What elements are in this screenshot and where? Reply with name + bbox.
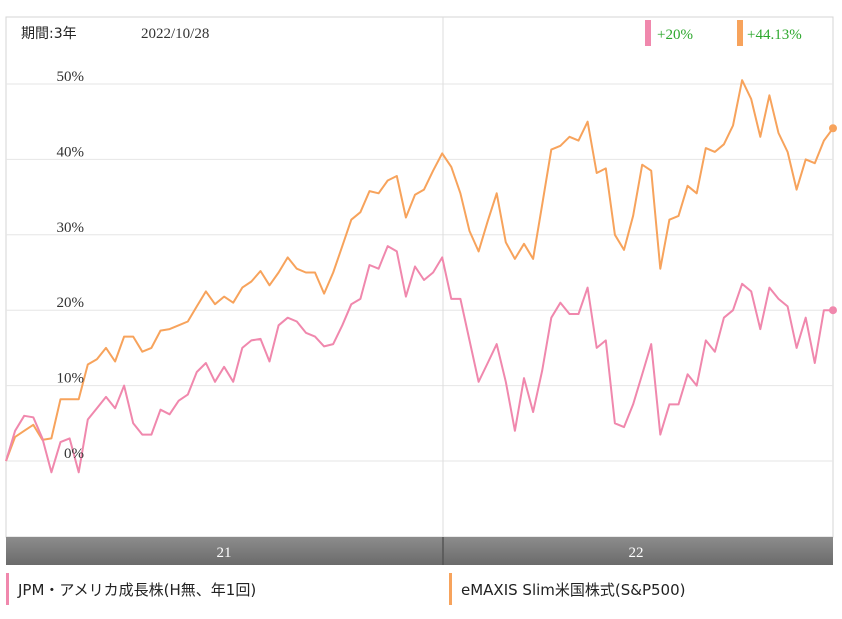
legend-item-jpm: JPM・アメリカ成長株(H無、年1回) (6, 573, 256, 605)
y-tick-label: 10% (57, 371, 85, 387)
legend-label: JPM・アメリカ成長株(H無、年1回) (18, 580, 257, 599)
y-tick-label: 40% (57, 144, 85, 160)
series-group (5, 79, 837, 474)
badge-swatch-pink (645, 20, 651, 46)
period-label: 期間:3年 (21, 26, 77, 42)
y-tick-label: 0% (64, 446, 84, 462)
legend-swatch-pink (6, 573, 9, 605)
y-tick-label: 20% (57, 295, 85, 311)
legend-swatch-orange (449, 573, 452, 605)
legend-label: eMAXIS Slim米国株式(S&P500) (461, 580, 686, 599)
badge-value-orange: +44.13% (747, 27, 802, 43)
x-tick-label: 22 (629, 545, 644, 561)
badge-value-pink: +20% (657, 27, 693, 43)
badge-swatch-orange (737, 20, 743, 46)
x-axis-bar (6, 537, 833, 565)
y-tick-label: 30% (57, 220, 85, 236)
series-end-marker (829, 306, 837, 315)
y-tick-label: 50% (57, 69, 85, 85)
plot-frame (5, 16, 834, 538)
y-axis-ticks: 0% 10% 20% 30% 40% 50% (57, 69, 85, 462)
series-end-marker (829, 124, 837, 133)
grid (6, 83, 833, 462)
date-label: 2022/10/28 (141, 26, 209, 42)
series-line (5, 79, 834, 462)
x-tick-label: 21 (217, 545, 232, 561)
series-line (5, 245, 833, 474)
legend-item-emaxis: eMAXIS Slim米国株式(S&P500) (449, 573, 686, 605)
